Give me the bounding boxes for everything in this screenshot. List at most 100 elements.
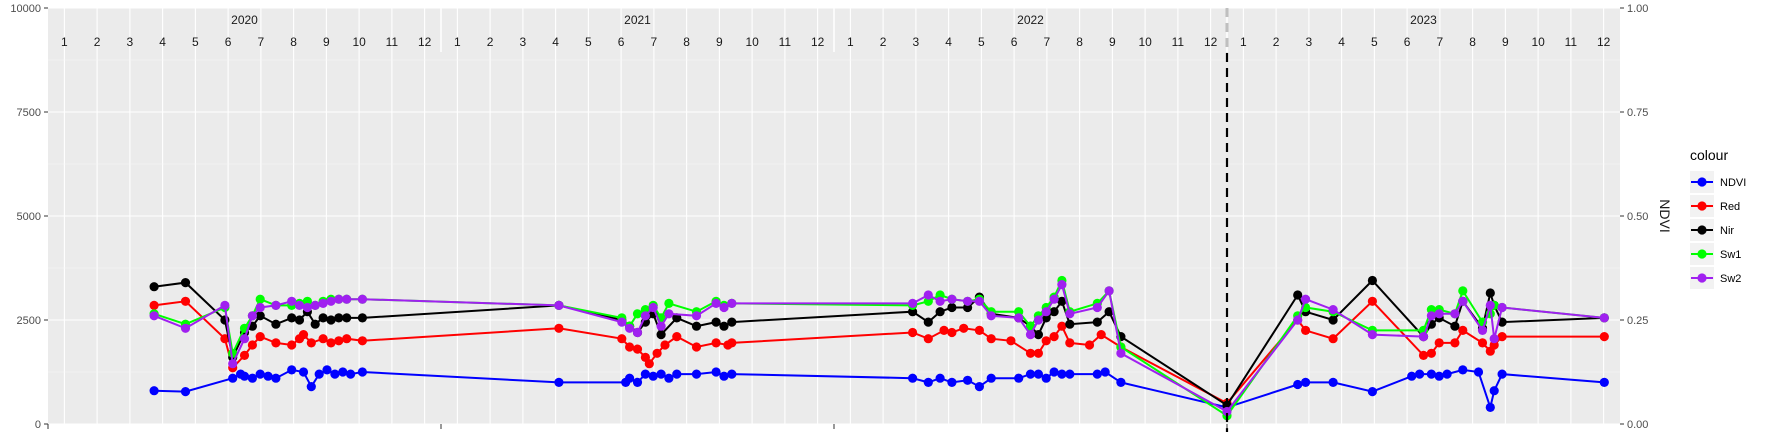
month-label: 4: [1338, 35, 1345, 49]
data-point-ndvi: [1367, 387, 1377, 397]
data-point-sw2: [271, 300, 281, 310]
data-point-ndvi: [1458, 365, 1468, 375]
data-point-nir: [1057, 296, 1067, 306]
month-label: 3: [127, 35, 134, 49]
data-point-nir: [1328, 315, 1338, 325]
data-point-sw1: [255, 294, 265, 304]
data-point-ndvi: [1100, 367, 1110, 377]
data-point-sw2: [255, 302, 265, 313]
year-label: 2021: [624, 13, 651, 27]
data-point-red: [1006, 336, 1016, 346]
y-tick-label-right: 0.25: [1627, 315, 1648, 327]
data-point-sw2: [302, 302, 312, 313]
data-point-sw2: [711, 298, 721, 308]
data-point-ndvi: [338, 367, 348, 377]
data-point-ndvi: [1065, 369, 1075, 379]
data-point-red: [1426, 348, 1436, 358]
data-point-nir: [1049, 307, 1059, 317]
data-point-sw2: [617, 317, 627, 327]
month-label: 1: [1240, 35, 1247, 49]
data-point-ndvi: [263, 371, 273, 381]
month-label: 9: [1502, 35, 1509, 49]
data-point-red: [660, 340, 670, 350]
month-label: 4: [945, 35, 952, 49]
month-label: 5: [1371, 35, 1378, 49]
data-point-sw2: [294, 300, 305, 310]
data-point-ndvi: [180, 387, 191, 397]
data-point-nir: [947, 302, 957, 313]
month-label: 6: [1404, 35, 1411, 49]
data-point-red: [1084, 340, 1095, 350]
data-point-red: [986, 334, 996, 344]
data-point-sw2: [1057, 280, 1067, 290]
data-point-ndvi: [923, 377, 933, 387]
data-point-ndvi: [648, 371, 658, 381]
data-point-sw2: [1367, 330, 1377, 340]
month-label: 9: [716, 35, 723, 49]
data-point-ndvi: [1489, 386, 1499, 396]
data-point-sw1: [935, 290, 945, 300]
data-point-red: [287, 340, 297, 350]
month-label: 2: [487, 35, 494, 49]
legend-label: Sw1: [1720, 249, 1741, 261]
data-point-red: [1434, 338, 1444, 348]
data-point-nir: [727, 317, 737, 327]
data-point-sw2: [935, 296, 945, 306]
data-point-sw2: [1049, 294, 1059, 304]
data-point-ndvi: [1599, 377, 1609, 387]
data-point-red: [617, 334, 627, 344]
data-point-ndvi: [330, 369, 340, 379]
data-point-sw2: [974, 296, 985, 306]
data-point-nir: [691, 321, 702, 331]
data-point-sw2: [149, 311, 159, 321]
data-point-red: [939, 325, 949, 335]
data-point-sw2: [1497, 302, 1507, 313]
data-point-red: [334, 336, 344, 346]
data-point-sw2: [1065, 309, 1075, 319]
data-point-ndvi: [554, 377, 564, 387]
data-point-sw2: [1033, 315, 1043, 325]
data-point-sw2: [691, 311, 702, 321]
data-point-ndvi: [632, 377, 643, 387]
series-line-ndvi: [154, 368, 1605, 412]
data-point-nir: [1485, 288, 1495, 298]
data-point-red: [1328, 334, 1338, 344]
month-label: 10: [745, 35, 759, 49]
data-point-sw2: [664, 309, 674, 319]
legend-label: Red: [1720, 201, 1740, 213]
month-label: 1: [454, 35, 461, 49]
data-point-nir: [318, 313, 328, 323]
data-point-red: [652, 348, 662, 358]
right-y-axis: 0.00 0.25 0.50 0.75 1.00: [1620, 3, 1648, 431]
legend-key-point: [1697, 177, 1707, 187]
data-point-ndvi: [908, 373, 918, 383]
data-point-nir: [326, 315, 336, 325]
data-point-ndvi: [719, 371, 729, 381]
data-point-red: [923, 334, 933, 344]
data-point-red: [672, 332, 682, 342]
month-label: 8: [1469, 35, 1476, 49]
data-point-ndvi: [1049, 367, 1059, 377]
data-point-nir: [923, 317, 933, 327]
data-point-nir: [1065, 319, 1075, 329]
data-point-ndvi: [963, 375, 973, 385]
data-point-sw2: [656, 321, 666, 331]
data-point-ndvi: [298, 367, 309, 377]
data-point-ndvi: [1014, 373, 1024, 383]
data-point-red: [554, 323, 564, 333]
data-point-sw2: [1426, 311, 1436, 321]
data-point-red: [1418, 350, 1429, 360]
data-point-sw1: [1458, 286, 1468, 296]
data-point-ndvi: [691, 369, 702, 379]
data-point-sw2: [727, 298, 737, 308]
data-point-nir: [719, 321, 729, 331]
month-label: 3: [913, 35, 920, 49]
month-label: 7: [1044, 35, 1051, 49]
data-point-sw2: [1014, 313, 1024, 323]
month-label: 10: [1138, 35, 1152, 49]
month-label: 8: [683, 35, 690, 49]
data-point-nir: [1367, 275, 1377, 286]
month-label: 8: [290, 35, 297, 49]
data-point-nir: [255, 311, 265, 321]
